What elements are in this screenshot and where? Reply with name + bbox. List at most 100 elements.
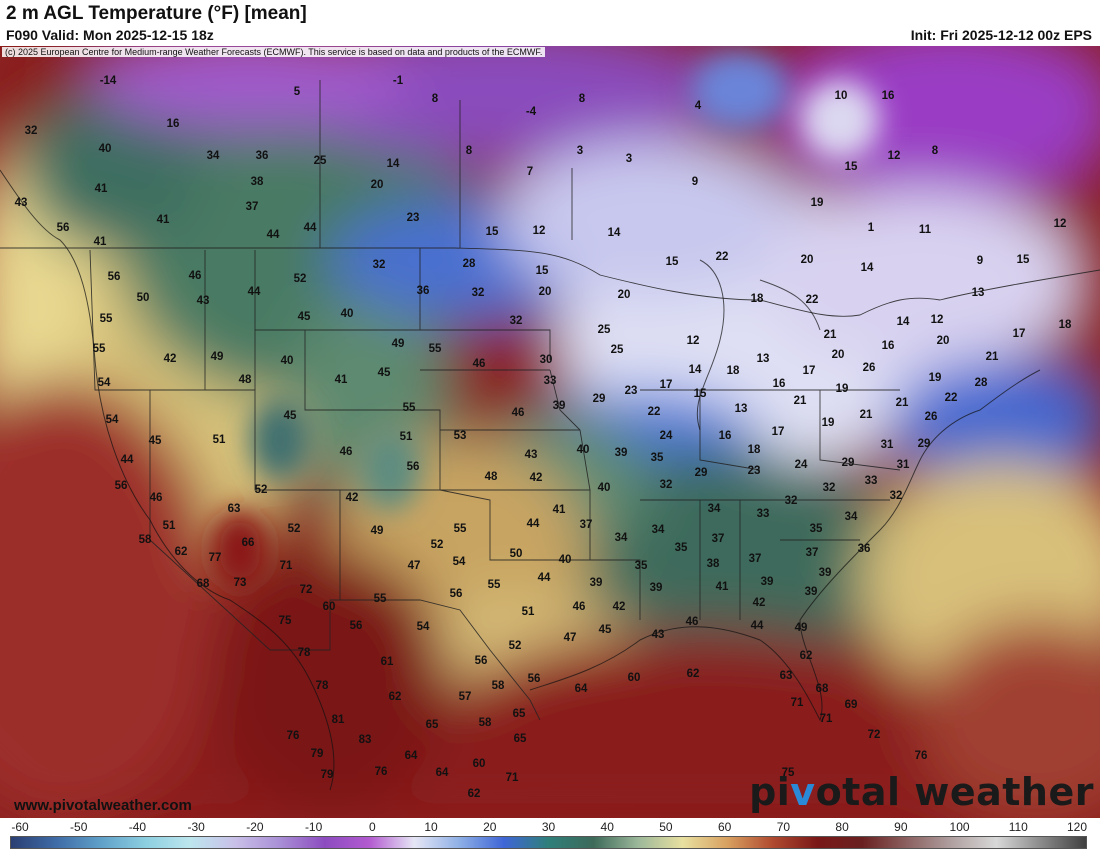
temperature-label: 53 bbox=[454, 430, 467, 442]
site-url[interactable]: www.pivotalweather.com bbox=[14, 797, 192, 814]
temperature-label: 46 bbox=[686, 616, 699, 628]
temperature-label: 22 bbox=[716, 251, 729, 263]
temperature-label: 58 bbox=[139, 534, 152, 546]
temperature-label: 21 bbox=[824, 329, 837, 341]
temperature-label: 12 bbox=[1054, 218, 1067, 230]
temperature-label: 15 bbox=[536, 265, 549, 277]
temperature-label: 8 bbox=[466, 145, 473, 157]
temperature-label: -4 bbox=[526, 106, 537, 118]
colorbar-tick: 30 bbox=[541, 820, 556, 834]
temperature-label: 64 bbox=[575, 683, 588, 695]
temperature-label: 36 bbox=[858, 543, 871, 555]
temperature-label: 69 bbox=[845, 699, 858, 711]
temperature-label: 78 bbox=[298, 647, 311, 659]
temperature-label: 64 bbox=[405, 750, 418, 762]
temperature-label: 21 bbox=[986, 351, 999, 363]
temperature-label: 45 bbox=[599, 624, 612, 636]
temperature-label: 3 bbox=[626, 153, 632, 165]
temperature-label: 50 bbox=[510, 548, 523, 560]
temperature-label: 12 bbox=[888, 150, 901, 162]
temperature-label: 42 bbox=[346, 492, 359, 504]
logo-text-1: pi bbox=[749, 770, 791, 814]
temperature-label: 23 bbox=[625, 385, 638, 397]
colorbar: -60 -50 -40 -30 -20 -10 0 10 20 30 40 50 60 70 80 90 100… bbox=[0, 818, 1100, 850]
temperature-label: 23 bbox=[748, 465, 761, 477]
temperature-label: 15 bbox=[486, 226, 499, 238]
temperature-label: 37 bbox=[712, 533, 725, 545]
temperature-label: 39 bbox=[590, 577, 603, 589]
temperature-label: 40 bbox=[598, 482, 611, 494]
temperature-label: 20 bbox=[832, 349, 845, 361]
temperature-label: 79 bbox=[311, 748, 324, 760]
temperature-label: 44 bbox=[267, 229, 280, 241]
temperature-label: 20 bbox=[371, 179, 384, 191]
temperature-label: 76 bbox=[375, 766, 388, 778]
temperature-label: 20 bbox=[937, 335, 950, 347]
temperature-label: 76 bbox=[287, 730, 300, 742]
temperature-label: 29 bbox=[918, 438, 931, 450]
temperature-label: 32 bbox=[890, 490, 903, 502]
temperature-label: 60 bbox=[323, 601, 336, 613]
colorbar-tick: 100 bbox=[949, 820, 970, 834]
temperature-label: 65 bbox=[426, 719, 439, 731]
temperature-label: 64 bbox=[436, 767, 449, 779]
temperature-map[interactable]: -14 5 -1 8 -4 8 4 10 16 32 16 40 34 36 25 14 8 3 3 15 12 8 41 3… bbox=[0, 46, 1100, 818]
temperature-label: 36 bbox=[256, 150, 269, 162]
temperature-label: 22 bbox=[806, 294, 819, 306]
temperature-label: 50 bbox=[137, 292, 150, 304]
valid-time: F090 Valid: Mon 2025-12-15 18z bbox=[6, 27, 214, 43]
colorbar-tick: 80 bbox=[835, 820, 849, 834]
temperature-label: 75 bbox=[782, 767, 795, 779]
temperature-label: 41 bbox=[95, 183, 108, 195]
temperature-label: 28 bbox=[463, 258, 476, 270]
temperature-label: 52 bbox=[431, 539, 444, 551]
temperature-label: 81 bbox=[332, 714, 345, 726]
temperature-label: 51 bbox=[400, 431, 413, 443]
temperature-label: 39 bbox=[650, 582, 663, 594]
temperature-label: 39 bbox=[553, 400, 566, 412]
temperature-label: 32 bbox=[25, 125, 38, 137]
temperature-label: 79 bbox=[321, 769, 334, 781]
temperature-label: 15 bbox=[845, 161, 858, 173]
temperature-label: 13 bbox=[972, 287, 985, 299]
temperature-label: 34 bbox=[615, 532, 628, 544]
temperature-label: 9 bbox=[977, 255, 983, 267]
colorbar-tick: 40 bbox=[600, 820, 614, 834]
colorbar-tick: -60 bbox=[11, 820, 29, 834]
temperature-label: 25 bbox=[598, 324, 611, 336]
temperature-label: 31 bbox=[897, 459, 910, 471]
temperature-label: 57 bbox=[459, 691, 472, 703]
temperature-label: 14 bbox=[861, 262, 874, 274]
temperature-label: 54 bbox=[417, 621, 430, 633]
logo-text-2: otal weather bbox=[815, 770, 1094, 814]
temperature-label: 49 bbox=[392, 338, 405, 350]
temperature-label: 72 bbox=[300, 584, 313, 596]
temperature-label: 32 bbox=[472, 287, 485, 299]
colorbar-tick: 70 bbox=[776, 820, 791, 834]
temperature-label: 52 bbox=[294, 273, 307, 285]
temperature-label: 33 bbox=[865, 475, 878, 487]
temperature-label: 62 bbox=[389, 691, 402, 703]
temperature-label: 44 bbox=[248, 286, 261, 298]
temperature-label: 32 bbox=[373, 259, 386, 271]
temperature-label: 43 bbox=[525, 449, 538, 461]
temperature-label: 12 bbox=[533, 225, 546, 237]
temperature-label: 41 bbox=[716, 581, 729, 593]
temperature-label: 17 bbox=[772, 426, 785, 438]
temperature-label: 46 bbox=[512, 407, 525, 419]
temperature-label: 54 bbox=[106, 414, 119, 426]
temperature-label: 17 bbox=[1013, 328, 1026, 340]
colorbar-tick: 50 bbox=[659, 820, 673, 834]
temperature-label: 34 bbox=[708, 503, 721, 515]
temperature-label: 35 bbox=[651, 452, 664, 464]
temperature-label: 17 bbox=[803, 365, 816, 377]
temperature-label: 29 bbox=[593, 393, 606, 405]
temperature-label: 21 bbox=[794, 395, 807, 407]
colorbar-tick: 120 bbox=[1066, 820, 1088, 834]
temperature-label: 46 bbox=[189, 270, 202, 282]
temperature-label: 41 bbox=[335, 374, 348, 386]
temperature-label: 18 bbox=[748, 444, 761, 456]
temperature-label: 13 bbox=[735, 403, 748, 415]
temperature-label: 45 bbox=[284, 410, 297, 422]
